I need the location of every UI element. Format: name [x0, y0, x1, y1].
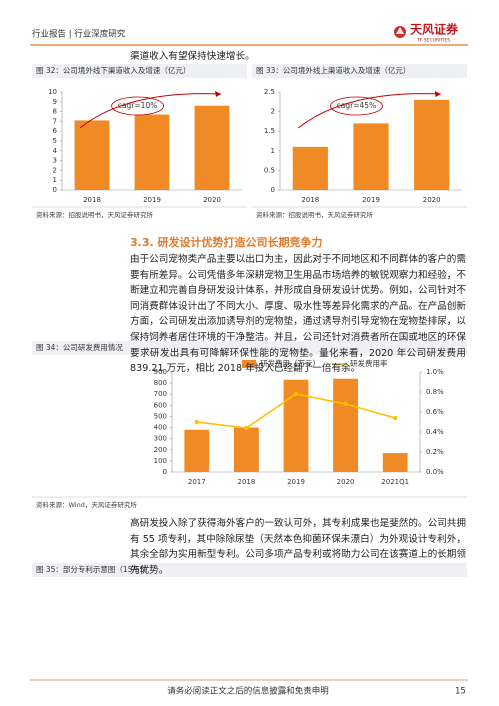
- lead-text: 渠道收入有望保持快速增长。: [130, 51, 255, 62]
- logo-subtext: TF SECURITIES: [416, 38, 450, 44]
- y2-tick-label: 0.6%: [426, 408, 444, 416]
- x-tick-label: 2018: [237, 478, 255, 486]
- y-tick-label: 2: [53, 166, 57, 174]
- y-tick-label: 600: [154, 401, 167, 409]
- y-tick-label: 1: [53, 176, 57, 184]
- y-tick-label: 800: [154, 379, 167, 387]
- y-tick-label: 5: [53, 137, 57, 145]
- page-number: 15: [455, 687, 466, 697]
- x-tick-label: 2017: [188, 478, 206, 486]
- legend-label: 研发费用（万元）: [260, 358, 320, 368]
- x-tick-label: 2021Q1: [381, 478, 409, 486]
- paragraph: 由于公司宠物类产品主要以出口为主，因此对于不同地区和不同群体的客户的需要有所差异…: [130, 254, 466, 375]
- y-tick-label: 0: [271, 186, 275, 194]
- y-tick-label: 4: [53, 147, 58, 155]
- y-tick-label: 300: [154, 435, 167, 443]
- y-tick-label: 8: [53, 108, 57, 116]
- y-tick-label: 400: [154, 424, 167, 432]
- x-tick-label: 2019: [287, 478, 305, 486]
- annotation-arrowhead: [434, 91, 441, 97]
- bar: [292, 146, 328, 190]
- figure-source: 资料来源：招股说明书，天风证券研究所: [36, 210, 154, 219]
- y2-tick-label: 0.0%: [426, 468, 444, 476]
- y-tick-label: 0.5: [264, 166, 275, 174]
- footer-note: 请务必阅读正文之后的信息披露和免责申明: [167, 686, 329, 697]
- y2-tick-label: 0.8%: [426, 388, 444, 396]
- line-point: [244, 425, 249, 431]
- bar: [184, 429, 210, 472]
- line-point: [393, 415, 398, 421]
- y-tick-label: 2.5: [264, 88, 275, 96]
- section-title: 3.3. 研发设计优势打造公司长期竞争力: [130, 236, 323, 249]
- y2-tick-label: 1.0%: [426, 368, 444, 376]
- figure-title: 图 35：部分专利示意图（15/55）: [36, 564, 152, 574]
- y-tick-label: 1: [271, 147, 275, 155]
- bar: [134, 114, 170, 190]
- annotation: cagr=45%: [337, 101, 377, 110]
- figure-title-bg: [32, 64, 247, 78]
- y-tick-label: 7: [53, 117, 57, 125]
- figure-title-bg: [252, 64, 467, 78]
- x-tick-label: 2019: [143, 196, 161, 204]
- figure-title: 图 34：公司研发费用情况: [36, 342, 123, 352]
- x-tick-label: 2018: [83, 196, 101, 204]
- annotation: cagr=10%: [118, 101, 158, 110]
- line-point: [293, 391, 299, 397]
- y-tick-label: 700: [154, 390, 167, 398]
- legend-swatch: [242, 360, 256, 368]
- bar: [414, 99, 450, 190]
- bar: [333, 378, 358, 472]
- figure-source: 资料来源：Wind，天风证券研究所: [36, 500, 137, 509]
- paragraph: 高研发投入除了获得海外客户的一致认可外，其专利成果也是斐然的。公司共拥有 55 …: [130, 518, 466, 576]
- x-tick-label: 2019: [362, 196, 380, 204]
- bar: [234, 427, 259, 472]
- y-tick-label: 100: [154, 457, 167, 465]
- header-text: 行业报告 | 行业深度研究: [32, 29, 126, 40]
- figure-title-bg: [32, 341, 467, 355]
- y-tick-label: 0: [53, 186, 57, 194]
- x-tick-label: 2018: [301, 196, 319, 204]
- y-tick-label: 0: [163, 468, 167, 476]
- y-tick-label: 900: [154, 368, 167, 376]
- y-tick-label: 1.5: [264, 127, 275, 135]
- legend-label: 研发费用率: [350, 358, 388, 368]
- y-tick-label: 10: [48, 88, 57, 96]
- line-point: [343, 401, 348, 407]
- figure-title: 图 32：公司境外线下渠道收入及增速（亿元）: [36, 65, 190, 75]
- figure-title: 图 33：公司境外线上渠道收入及增速（亿元）: [256, 65, 410, 75]
- annotation-ring: [111, 96, 165, 116]
- annotation-arrow: [79, 93, 222, 129]
- logo-icon-mark: [396, 27, 404, 34]
- figure-source: 资料来源：招股说明书，天风证券研究所: [256, 210, 374, 219]
- x-tick-label: 2020: [337, 478, 355, 486]
- x-tick-label: 2020: [423, 196, 441, 204]
- y-tick-label: 3: [53, 157, 57, 165]
- annotation-arrow: [297, 93, 441, 129]
- bar: [353, 123, 389, 190]
- x-tick-label: 2020: [203, 196, 221, 204]
- y-tick-label: 2: [271, 108, 275, 116]
- y2-tick-label: 0.4%: [426, 428, 444, 436]
- logo-text: 天风证券: [410, 22, 459, 37]
- line-point: [194, 419, 199, 425]
- annotation-ring: [330, 96, 383, 116]
- annotation-arrowhead: [215, 91, 221, 97]
- y-tick-label: 9: [53, 98, 57, 106]
- y2-tick-label: 0.2%: [426, 448, 444, 456]
- bar: [382, 453, 408, 472]
- figure-title-bg: [32, 563, 467, 577]
- bar: [194, 105, 230, 190]
- y-tick-label: 200: [154, 446, 167, 454]
- bar: [74, 120, 110, 190]
- y-tick-label: 500: [154, 412, 167, 420]
- y-tick-label: 6: [53, 127, 58, 135]
